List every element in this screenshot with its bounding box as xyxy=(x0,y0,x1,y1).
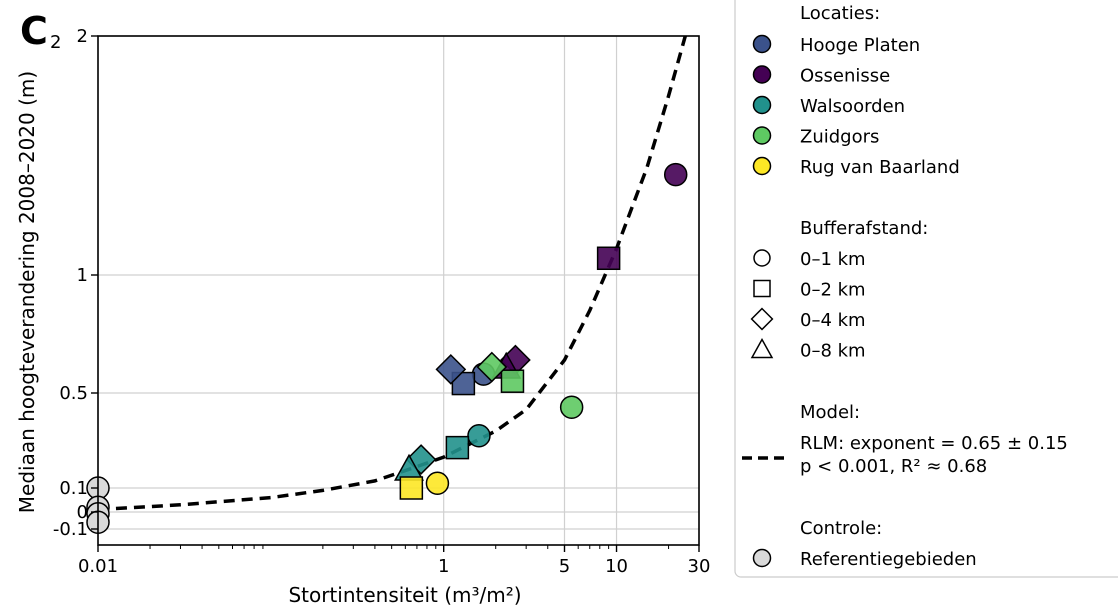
legend-marker-rug-van-baarland xyxy=(752,156,772,176)
legend-label-zuidgors: Zuidgors xyxy=(800,127,879,148)
legend-shape-square xyxy=(753,279,771,298)
point-walsoorden xyxy=(445,435,470,460)
legend-shape-circle xyxy=(753,249,771,267)
legend-shape-triangle xyxy=(750,337,774,359)
point-ossenisse xyxy=(596,246,621,271)
legend-label-triangle: 0–8 km xyxy=(800,341,866,362)
point-hooge-platen xyxy=(451,371,476,396)
legend-label-hooge-platen: Hooge Platen xyxy=(800,35,920,56)
point-zuidgors xyxy=(559,395,584,419)
legend-label-ossenisse: Ossenisse xyxy=(800,66,890,87)
point-rug-van-baarland xyxy=(399,476,424,500)
y-tick-label: 0 xyxy=(77,502,88,523)
legend-control-title: Controle: xyxy=(800,518,882,539)
legend-model-title: Model: xyxy=(800,402,860,423)
y-axis-ticks: -0.10 0.1 0.5 1 2 xyxy=(53,26,98,540)
panel-label-subscript: 2 xyxy=(50,32,61,53)
y-tick-label: 1 xyxy=(77,265,88,286)
model-curve-line xyxy=(97,35,687,512)
legend-label-walsoorden: Walsoorden xyxy=(800,96,905,117)
data-points xyxy=(86,162,688,534)
legend-model-line1: RLM: exponent = 0.65 ± 0.15 xyxy=(800,433,1068,454)
point-walsoorden xyxy=(467,424,491,448)
legend-model-line2: p < 0.001, R² ≈ 0.68 xyxy=(800,456,987,477)
y-tick-label: 0.1 xyxy=(59,478,88,499)
legend-label-rug-van-baarland: Rug van Baarland xyxy=(800,157,960,178)
legend-label-circle: 0–1 km xyxy=(800,249,866,270)
legend-buffer-title: Bufferafstand: xyxy=(800,218,928,239)
y-tick-label: 0.5 xyxy=(59,383,88,404)
grid xyxy=(97,35,700,545)
legend-control-label: Referentiegebieden xyxy=(800,549,977,570)
x-tick-label: 5 xyxy=(559,556,570,577)
legend: Locaties: Hooge Platen Ossenisse Walsoorde… xyxy=(734,0,1118,578)
legend-marker-zuidgors xyxy=(752,126,772,145)
x-axis-label: Stortintensiteit (m³/m²) xyxy=(288,583,521,607)
point-ossenisse xyxy=(663,162,688,187)
legend-marker-ossenisse xyxy=(752,65,772,84)
legend-label-diamond: 0–4 km xyxy=(800,310,866,331)
model-curve xyxy=(97,35,687,512)
legend-label-square: 0–2 km xyxy=(800,280,866,301)
legend-shape-diamond xyxy=(750,307,774,331)
legend-box xyxy=(734,0,1118,578)
point-zuidgors xyxy=(476,351,508,383)
x-tick-label: 30 xyxy=(688,556,711,577)
legend-control-marker xyxy=(752,548,772,568)
x-tick-label: 1 xyxy=(438,556,449,577)
y-axis-label: Mediaan hoogteverandering 2008–2020 (m) xyxy=(15,71,39,513)
legend-locations: Hooge Platen Ossenisse Walsoorden Zuidgors R… xyxy=(752,34,960,178)
legend-marker-hooge-platen xyxy=(752,34,772,54)
x-tick-label: 10 xyxy=(605,556,628,577)
y-tick-label: -0.1 xyxy=(53,519,88,540)
legend-buffers: 0–1 km 0–2 km 0–4 km 0–8 km xyxy=(750,249,866,362)
x-axis-ticks: 0.01 1 5 10 30 xyxy=(78,545,710,577)
y-tick-label: 2 xyxy=(77,26,88,47)
legend-marker-walsoorden xyxy=(752,95,772,115)
point-rug-van-baarland xyxy=(425,471,450,495)
point-hooge-platen xyxy=(435,354,467,385)
point-zuidgors xyxy=(500,369,525,393)
panel-label: C xyxy=(20,9,48,53)
x-tick-label: 0.01 xyxy=(78,556,118,577)
legend-locations-title: Locaties: xyxy=(800,3,880,24)
plot-frame xyxy=(97,35,700,546)
